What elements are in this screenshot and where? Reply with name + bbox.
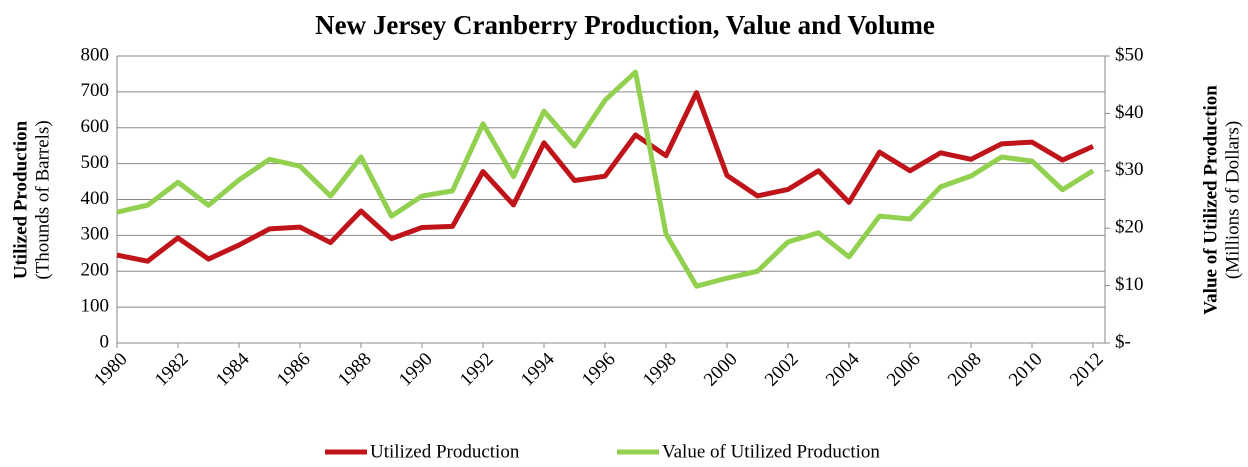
x-tick-label: 1980 [90,349,132,391]
y2-tick-label: $30 [1115,159,1144,180]
x-tick-label: 2006 [883,349,925,391]
x-tick-label: 1994 [517,348,559,390]
y-tick-label: 100 [81,295,110,316]
y-tick-label: 300 [81,224,110,245]
y2-tick-label: $- [1115,331,1131,352]
y-tick-label: 700 [81,80,110,101]
x-tick-label: 1986 [273,349,315,391]
y2-tick-label: $50 [1115,44,1144,65]
x-tick-label: 1990 [395,349,437,391]
y-tick-label: 400 [81,188,110,209]
x-tick-label: 2004 [822,348,864,390]
x-tick-label: 1988 [334,349,376,391]
x-tick-label: 2002 [761,349,803,391]
y2-tick-label: $40 [1115,102,1144,123]
x-tick-label: 1984 [212,348,254,390]
y-axis-label: Utilized Production [10,120,31,279]
y2-axis-sublabel: (Millions of Dollars) [1222,121,1243,279]
legend-label: Utilized Production [370,441,520,462]
y-tick-label: 0 [100,331,110,352]
x-tick-label: 1996 [578,349,620,391]
x-tick-label: 2008 [944,349,986,391]
line [116,69,1095,289]
y2-tick-label: $20 [1115,217,1144,238]
y-tick-label: 500 [81,152,110,173]
x-tick-label: 2012 [1066,349,1108,391]
line [116,90,1095,264]
y2-tick-label: $10 [1115,274,1144,295]
y-tick-label: 800 [81,44,110,65]
x-tick-label: 1982 [151,349,193,391]
y2-axis-label: Value of Utilized Production [1200,85,1221,315]
legend-label: Value of Utilized Production [662,441,880,462]
y-tick-label: 600 [81,116,110,137]
x-tick-label: 1998 [639,349,681,391]
y-tick-label: 200 [81,260,110,281]
x-tick-label: 1992 [456,349,498,391]
y-axis-sublabel: (Thounds of Barrels) [32,120,53,279]
chart-title: New Jersey Cranberry Production, Value a… [315,10,935,40]
x-tick-label: 2010 [1005,349,1047,391]
x-tick-label: 2000 [700,349,742,391]
